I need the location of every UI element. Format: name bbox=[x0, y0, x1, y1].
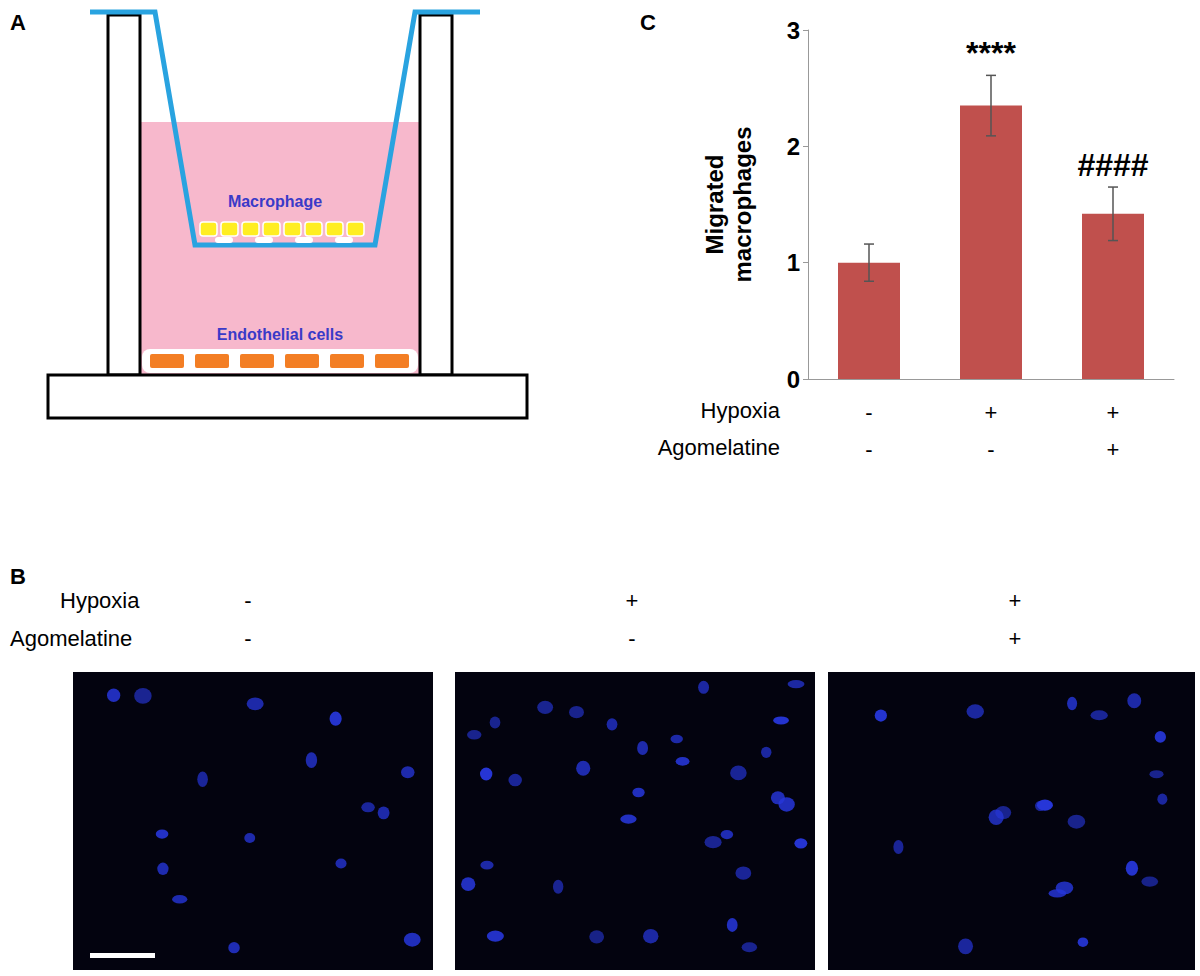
svg-text:Hypoxia: Hypoxia bbox=[701, 398, 781, 423]
svg-text:+: + bbox=[1107, 400, 1120, 425]
svg-text:+: + bbox=[1009, 588, 1022, 613]
svg-text:2: 2 bbox=[787, 133, 800, 160]
svg-text:A: A bbox=[10, 10, 26, 35]
svg-text:C: C bbox=[640, 10, 656, 35]
svg-text:macrophages: macrophages bbox=[729, 126, 756, 282]
svg-text:Migrated: Migrated bbox=[701, 154, 728, 254]
svg-text:-: - bbox=[244, 588, 251, 613]
svg-text:****: **** bbox=[966, 35, 1016, 71]
svg-text:-: - bbox=[628, 626, 635, 651]
svg-text:Agomelatine: Agomelatine bbox=[658, 435, 780, 460]
svg-text:+: + bbox=[626, 588, 639, 613]
svg-text:-: - bbox=[244, 626, 251, 651]
svg-text:1: 1 bbox=[787, 249, 800, 276]
svg-text:B: B bbox=[10, 564, 26, 589]
svg-text:-: - bbox=[865, 400, 872, 425]
svg-text:0: 0 bbox=[787, 366, 800, 393]
svg-text:3: 3 bbox=[787, 17, 800, 44]
svg-text:+: + bbox=[985, 400, 998, 425]
svg-text:####: #### bbox=[1077, 147, 1148, 183]
svg-text:Macrophage: Macrophage bbox=[228, 193, 322, 210]
svg-text:-: - bbox=[987, 437, 994, 462]
svg-text:+: + bbox=[1009, 626, 1022, 651]
svg-text:-: - bbox=[865, 437, 872, 462]
svg-text:+: + bbox=[1107, 437, 1120, 462]
svg-text:Agomelatine: Agomelatine bbox=[10, 626, 132, 651]
svg-text:Hypoxia: Hypoxia bbox=[60, 588, 140, 613]
svg-text:Endothelial cells: Endothelial cells bbox=[217, 326, 343, 343]
